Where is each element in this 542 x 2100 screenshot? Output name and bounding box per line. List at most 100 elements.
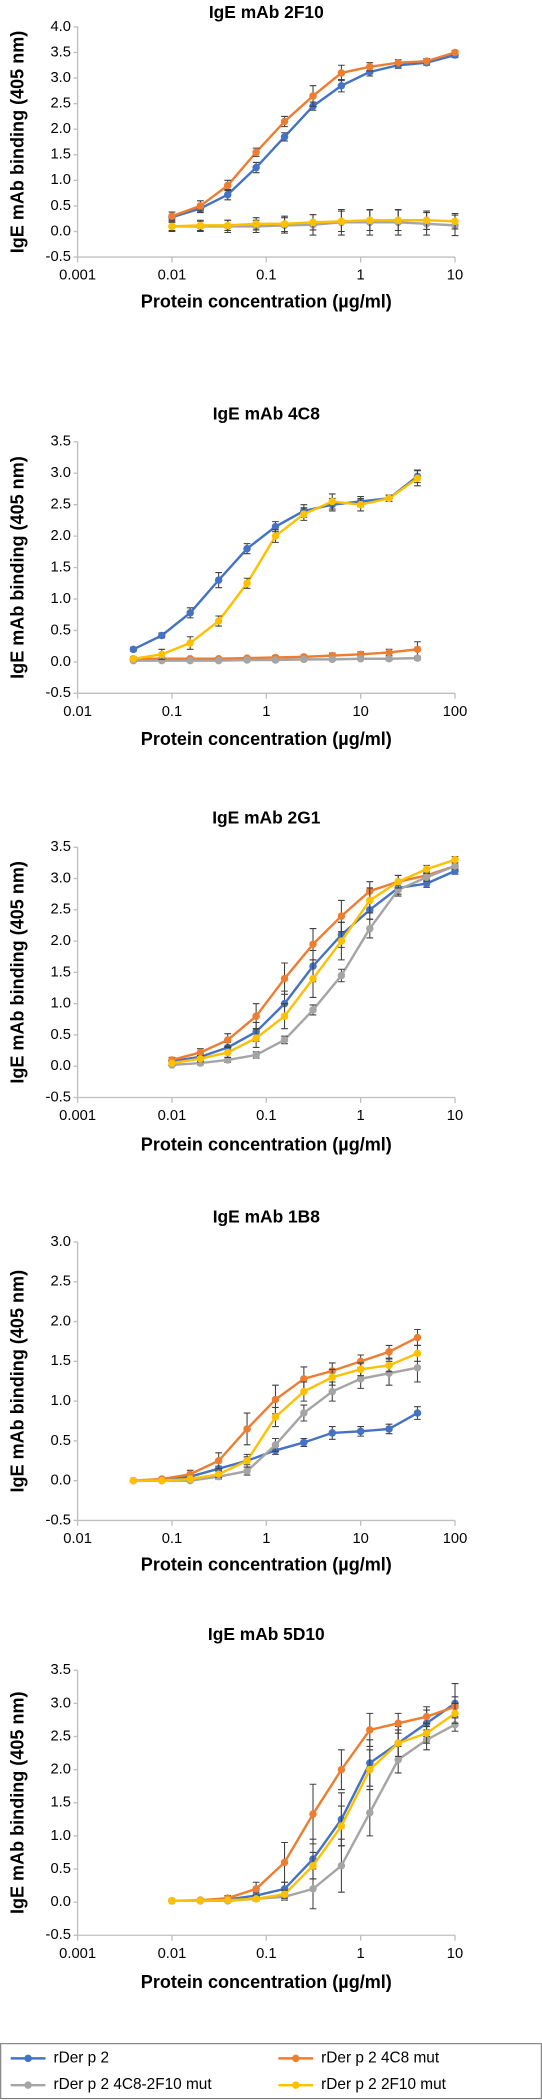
y-axis-title: IgE mAb binding (405 nm) [8, 31, 28, 254]
data-point [366, 1808, 374, 1817]
data-point [252, 220, 260, 228]
y-tick-label: 1.0 [50, 172, 70, 188]
data-point [385, 494, 393, 503]
data-point [366, 924, 374, 933]
data-point [328, 1387, 337, 1396]
data-point [413, 474, 422, 482]
series-line [171, 51, 456, 218]
data-point [214, 656, 223, 665]
data-point [385, 1361, 393, 1370]
data-point [271, 522, 280, 531]
data-point [328, 1373, 337, 1381]
chart-title: IgE mAb 4C8 [213, 404, 321, 424]
x-tick-label: 10 [352, 1531, 368, 1547]
data-point [252, 1885, 260, 1893]
data-point [394, 58, 402, 67]
legend-label: rDer p 2 2F10 mut [321, 2076, 446, 2093]
data-point [309, 1810, 317, 1818]
y-tick-label: 3.0 [50, 1695, 70, 1711]
y-tick-label: 2.5 [50, 902, 70, 918]
x-tick-label: 0.001 [59, 1946, 96, 1962]
data-point [337, 1822, 346, 1830]
data-point [394, 877, 402, 886]
data-point [356, 500, 365, 509]
x-tick-label: 10 [447, 1108, 463, 1124]
data-point [168, 1897, 176, 1905]
y-tick-label: 2.0 [50, 121, 70, 137]
data-point [243, 1467, 251, 1475]
y-axis-title: IgE mAb binding (405 nm) [8, 861, 28, 1084]
x-tick-label: 0.1 [256, 1946, 276, 1962]
data-point [223, 1036, 232, 1044]
data-point [223, 1048, 232, 1057]
data-point [451, 217, 459, 226]
data-point [309, 218, 317, 227]
legend-marker [292, 2081, 300, 2089]
data-point [337, 937, 346, 945]
y-tick-label: 0.5 [50, 198, 70, 214]
x-tick-label: 100 [443, 1531, 468, 1547]
data-point [214, 1470, 223, 1479]
data-point [300, 1438, 308, 1447]
data-point [337, 1765, 346, 1774]
data-point [280, 974, 289, 983]
data-point [196, 1048, 205, 1057]
y-tick-label: 1.5 [50, 559, 70, 575]
data-point [129, 655, 138, 663]
x-tick-label: 1 [357, 1108, 365, 1124]
data-point [422, 879, 431, 888]
data-point [451, 1720, 459, 1729]
data-point [196, 1054, 205, 1063]
data-point [158, 1476, 166, 1485]
legend-marker [24, 2054, 32, 2063]
x-tick-label: 0.01 [63, 1531, 92, 1547]
y-tick-label: 1.0 [50, 1828, 70, 1844]
y-tick-label: -0.5 [46, 1089, 71, 1105]
x-tick-label: 10 [447, 268, 463, 284]
data-point [385, 655, 393, 663]
data-point [158, 650, 166, 659]
data-point [451, 1709, 459, 1718]
y-tick-label: 0.0 [50, 1058, 70, 1074]
data-point [271, 1395, 280, 1404]
y-tick-label: -0.5 [46, 1512, 71, 1528]
data-point [451, 48, 459, 57]
data-point [252, 1051, 260, 1059]
x-tick-label: 1 [262, 1531, 270, 1547]
y-tick-label: 2.5 [50, 497, 70, 513]
y-tick-label: 2.0 [50, 1762, 70, 1778]
data-point [252, 148, 260, 156]
data-point [385, 1425, 393, 1433]
y-tick-label: 3.5 [50, 1662, 70, 1678]
data-point [223, 1896, 232, 1904]
y-axis-title: IgE mAb binding (405 nm) [8, 1270, 28, 1493]
x-axis-title: Protein concentration (µg/ml) [141, 1134, 392, 1154]
legend-label: rDer p 2 4C8-2F10 mut [54, 2076, 213, 2093]
data-point [309, 1885, 317, 1893]
data-point [394, 1719, 402, 1728]
data-point [356, 1365, 365, 1374]
data-point [223, 181, 232, 190]
data-point [158, 631, 166, 640]
data-point [196, 202, 205, 210]
data-point [366, 63, 374, 71]
data-point [309, 974, 317, 983]
y-tick-label: 2.5 [50, 1274, 70, 1290]
data-point [243, 1425, 251, 1433]
y-axis-title: IgE mAb binding (405 nm) [8, 456, 28, 679]
data-point [186, 656, 194, 665]
data-point [422, 57, 431, 65]
data-point [366, 896, 374, 905]
data-point [271, 532, 280, 540]
data-point [309, 1861, 317, 1870]
data-point [422, 1729, 431, 1737]
data-point [196, 221, 205, 230]
data-point [366, 216, 374, 224]
data-point [223, 221, 232, 230]
data-point [271, 1413, 280, 1421]
data-point [252, 1034, 260, 1042]
data-point [214, 617, 223, 625]
legend-marker [292, 2054, 300, 2063]
x-axis-title: Protein concentration (µg/ml) [141, 1555, 392, 1575]
data-point [168, 222, 176, 231]
